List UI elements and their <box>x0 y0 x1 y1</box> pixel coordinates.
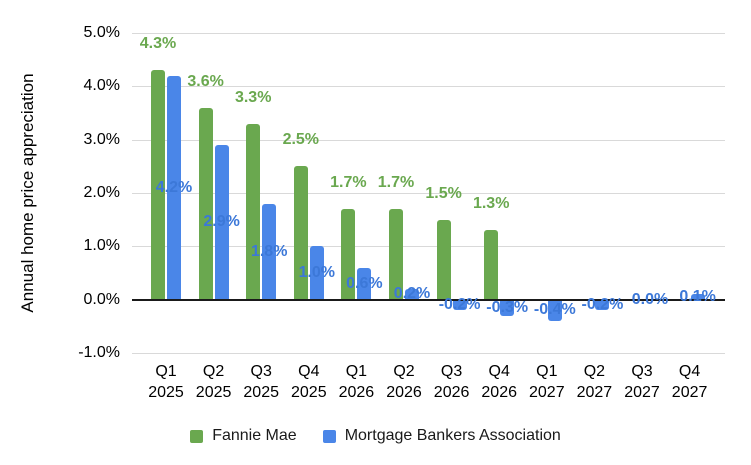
y-tick-label: -1.0% <box>78 344 120 361</box>
legend-label-fannie-mae: Fannie Mae <box>212 427 297 444</box>
gridline <box>132 33 725 34</box>
bar-label-mba: 2.9% <box>203 213 240 231</box>
bar-label-fannie-mae: 1.3% <box>472 195 510 213</box>
bar-mba <box>309 246 324 300</box>
bar-label-mba: 1.8% <box>250 242 288 260</box>
bar-label-fannie-mae: 3.6% <box>187 72 224 90</box>
bar-mba <box>690 294 705 300</box>
bar-label-mba: 0.2% <box>393 285 431 303</box>
y-tick-label: 5.0% <box>83 24 120 41</box>
bar-label-mba: -0.3% <box>486 298 529 316</box>
legend: Fannie Mae Mortgage Bankers Association <box>0 424 751 448</box>
bar-mba <box>405 289 419 300</box>
x-tick-label: Q2 2027 <box>576 363 613 401</box>
bar-mba <box>595 299 610 311</box>
x-tick-label: Q3 2027 <box>624 363 660 401</box>
bar-fannie-mae <box>151 70 165 300</box>
bar-label-mba: -0.4% <box>533 301 576 319</box>
bar-mba <box>262 203 277 300</box>
x-tick-label: Q4 2026 <box>481 363 517 401</box>
bar-mba <box>357 267 372 300</box>
bar-label-mba: -0.2% <box>581 296 624 313</box>
x-tick-label: Q2 2025 <box>195 363 232 401</box>
legend-label-mba: Mortgage Bankers Association <box>344 427 561 444</box>
bar-mba <box>214 145 229 300</box>
plot-area: 4.3% 4.2% 3.6% 2.9% 3.3% 1.8% 2.5% 1.0% 1.7% 0.6%… <box>132 33 725 354</box>
bar-label-mba: -0.2% <box>438 296 481 313</box>
gridline <box>132 86 725 88</box>
bar-label-fannie-mae: 4.3% <box>139 35 177 53</box>
bar-label-fannie-mae: 1.7% <box>377 174 415 191</box>
bar-fannie-mae <box>246 123 261 300</box>
x-tick-label: Q4 2027 <box>671 363 708 401</box>
bar-label-fannie-mae: 2.5% <box>282 131 320 149</box>
bar-label-fannie-mae: 3.3% <box>234 88 272 106</box>
legend-item-mba: Mortgage Bankers Association <box>322 427 561 445</box>
bar-mba <box>167 75 181 300</box>
x-tick-label: Q1 2027 <box>529 363 565 401</box>
bar-fannie-mae <box>484 230 499 300</box>
y-tick-label: 0.0% <box>83 290 120 308</box>
x-tick-label: Q1 2026 <box>338 363 375 401</box>
bar-label-mba: 0.1% <box>679 288 716 305</box>
bar-mba <box>547 299 562 321</box>
bar-label-mba: 1.0% <box>298 264 336 281</box>
gridline <box>132 246 725 248</box>
x-tick-label: Q3 2025 <box>243 363 279 401</box>
legend-swatch-fannie-mae <box>190 429 204 443</box>
y-tick-label: 2.0% <box>83 184 120 201</box>
bar-fannie-mae <box>341 209 356 300</box>
bar-fannie-mae <box>389 209 403 300</box>
bar-fannie-mae <box>436 219 451 300</box>
y-tick-label: 1.0% <box>83 237 120 255</box>
x-tick-label: Q1 2025 <box>148 363 184 401</box>
bar-label-fannie-mae: 1.7% <box>330 174 367 191</box>
gridline <box>132 193 725 194</box>
x-tick-label: Q4 2025 <box>291 363 327 401</box>
legend-swatch-mba <box>322 429 336 443</box>
x-tick-label: Q3 2026 <box>433 363 470 401</box>
bar-fannie-mae <box>198 107 213 300</box>
bar-mba <box>500 299 515 316</box>
gridline <box>132 139 725 141</box>
y-tick-label: 3.0% <box>83 130 120 148</box>
x-tick-label: Q2 2026 <box>386 363 422 401</box>
gridline <box>132 353 725 354</box>
bar-label-mba: 4.2% <box>155 178 193 196</box>
bar-label-mba: 0.6% <box>346 274 383 292</box>
bar-label-mba: 0.0% <box>631 290 669 308</box>
bar-mba <box>452 299 467 311</box>
y-tick-label: 4.0% <box>83 77 120 95</box>
bar-fannie-mae <box>293 166 308 300</box>
zero-baseline <box>132 298 725 301</box>
bar-label-fannie-mae: 1.5% <box>425 184 462 202</box>
legend-item-fannie-mae: Fannie Mae <box>190 427 297 445</box>
